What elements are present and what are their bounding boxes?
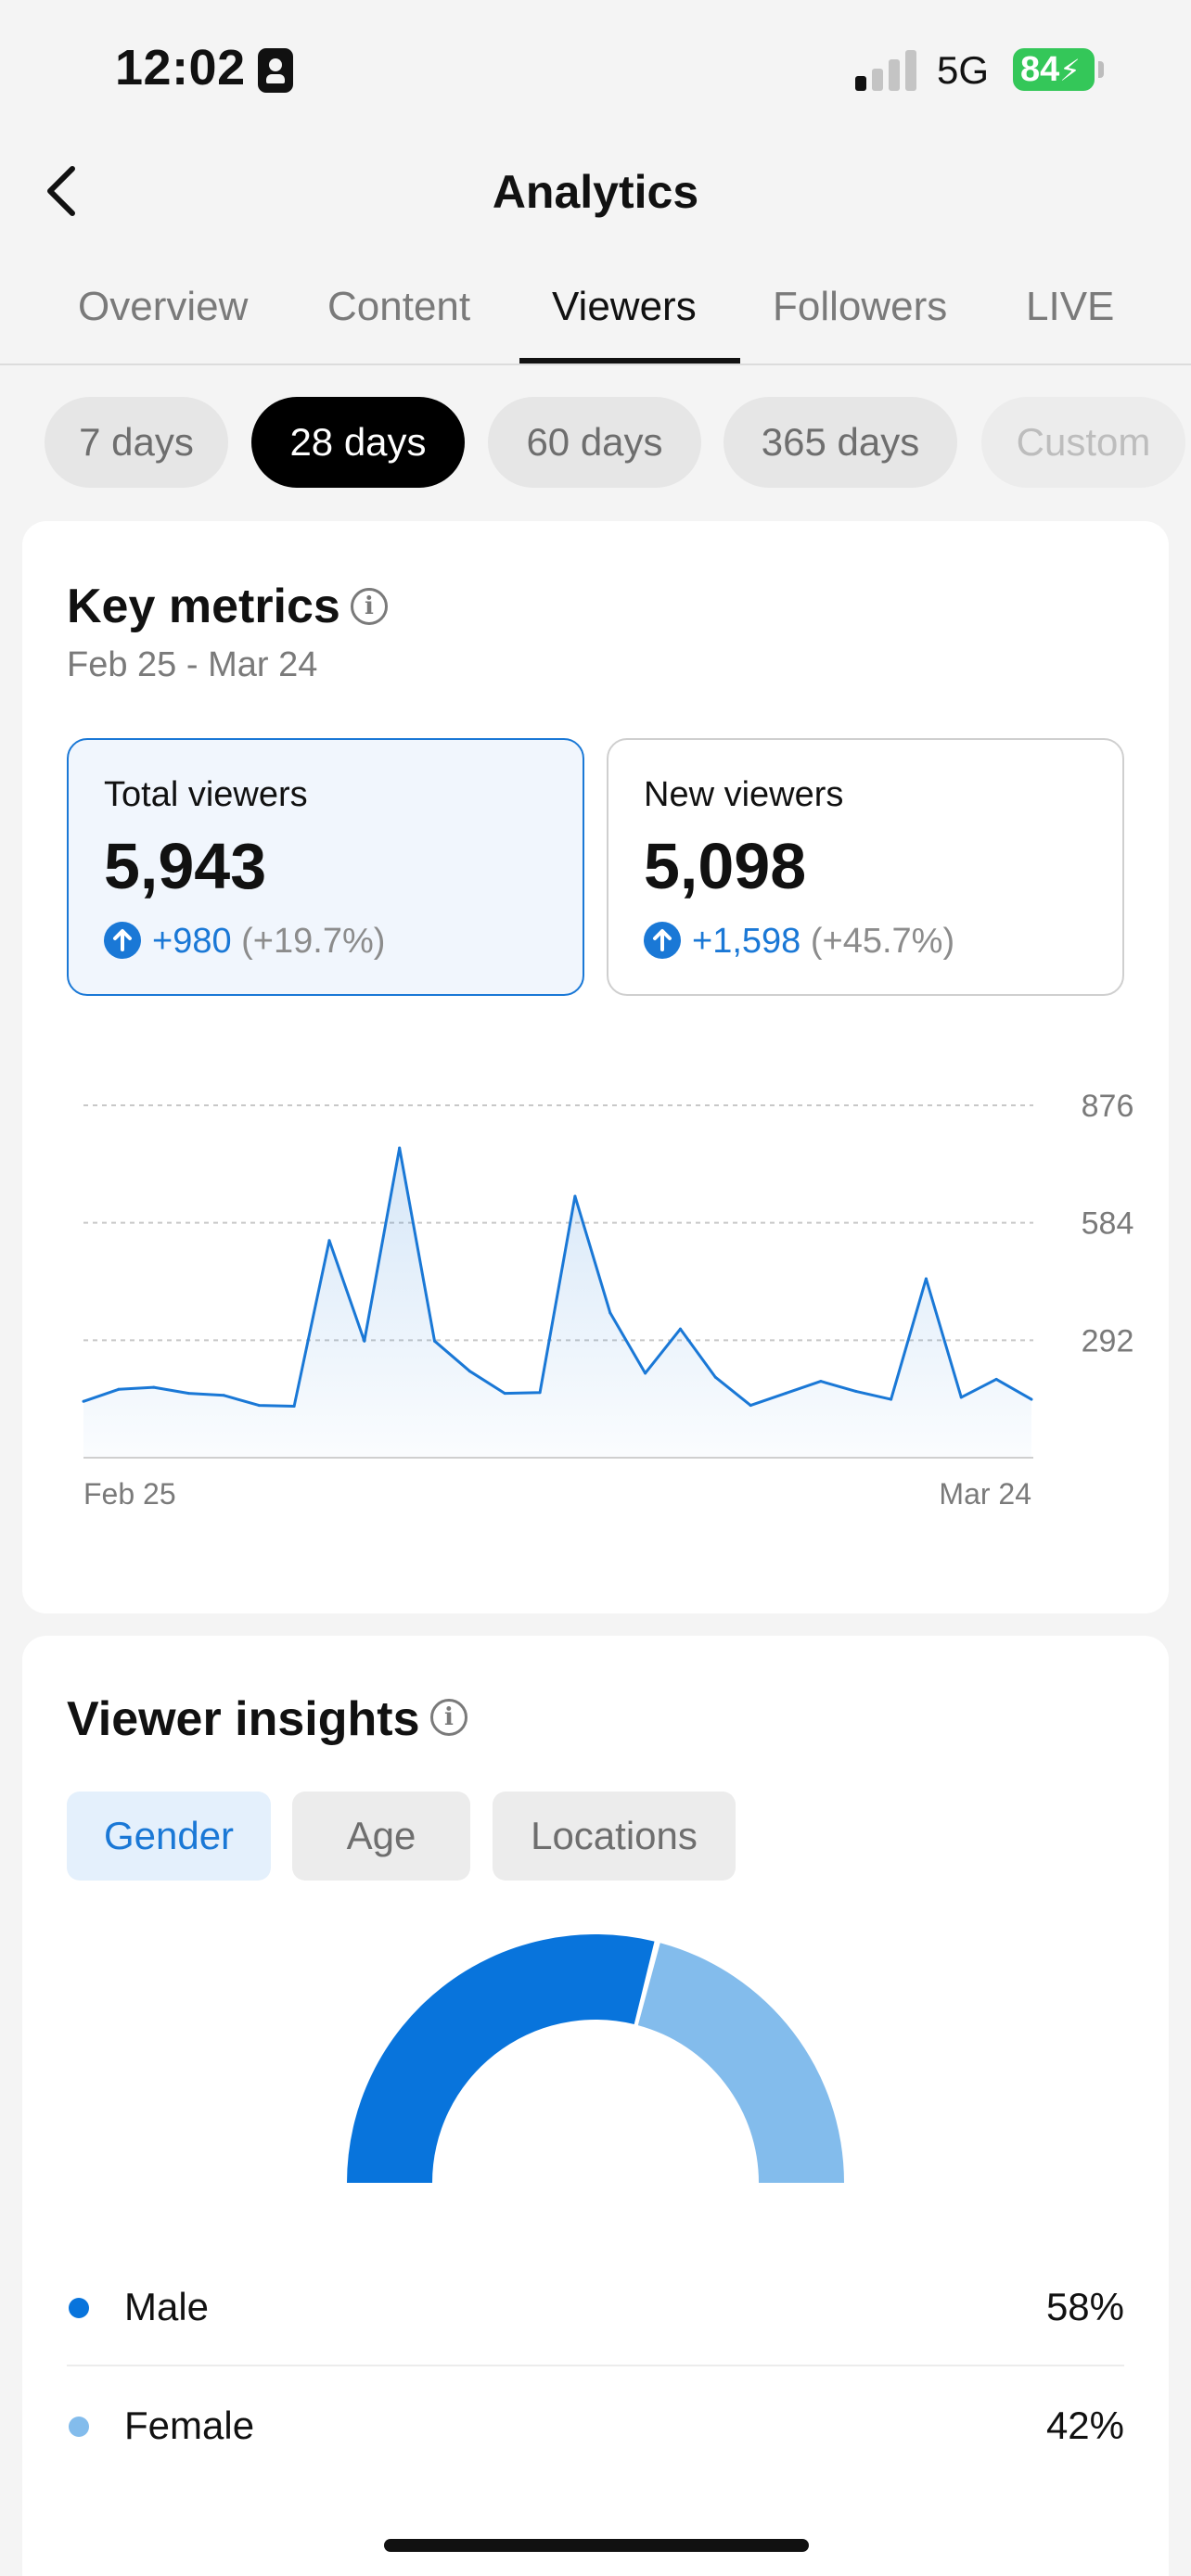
battery-level: 84 — [1020, 50, 1060, 89]
chart-data-point — [257, 1404, 261, 1408]
male-color-dot — [69, 2298, 89, 2318]
chart-data-point — [538, 1391, 542, 1395]
active-tab-indicator — [519, 358, 740, 363]
metric-value: 5,943 — [104, 830, 267, 902]
chart-data-point — [784, 1392, 788, 1396]
female-color-dot — [69, 2417, 89, 2437]
gender-half-donut — [22, 1914, 1169, 2211]
legend-value: 42% — [1045, 2404, 1124, 2447]
chart-data-point — [573, 1194, 577, 1198]
viewer-insights-card: Viewer insights i Gender Age Locations M… — [22, 1636, 1169, 2576]
chart-data-point — [152, 1385, 156, 1389]
pill-custom[interactable]: Custom — [981, 397, 1185, 488]
chart-data-point — [678, 1327, 682, 1331]
date-range-label: Feb 25 - Mar 24 — [67, 645, 318, 684]
chart-data-point — [292, 1404, 296, 1408]
arrow-up-icon — [644, 922, 681, 959]
chart-data-point — [433, 1339, 437, 1343]
battery-icon: 84⚡ — [1013, 48, 1095, 91]
y-tick-label: 292 — [1082, 1323, 1134, 1358]
chart-svg: 292 584 876 Feb 25 Mar 24 — [82, 1089, 1134, 1511]
info-icon[interactable]: i — [430, 1699, 467, 1736]
chart-data-point — [644, 1371, 647, 1375]
legend-row-male: Male 58% — [67, 2248, 1124, 2366]
gender-donut-svg — [347, 1934, 844, 2183]
chart-data-point — [1030, 1397, 1033, 1401]
status-bar: 12:02 5G 84⚡ — [0, 0, 1191, 139]
chevron-left-icon — [47, 166, 75, 216]
chart-data-point — [327, 1239, 331, 1243]
pill-365-days[interactable]: 365 days — [724, 397, 957, 488]
metric-value: 5,098 — [644, 830, 807, 902]
pill-7-days[interactable]: 7 days — [45, 397, 228, 488]
chart-data-point — [503, 1392, 506, 1396]
chart-data-point — [608, 1311, 612, 1315]
contact-card-icon — [258, 48, 293, 93]
arrow-up-icon — [104, 922, 141, 959]
chart-data-point — [749, 1404, 752, 1408]
chart-data-point — [924, 1277, 928, 1281]
x-tick-label: Feb 25 — [83, 1477, 176, 1511]
legend-name: Female — [124, 2404, 255, 2447]
chart-data-point — [82, 1399, 85, 1403]
back-button[interactable] — [37, 158, 93, 224]
chart-data-point — [819, 1380, 823, 1384]
metric-label: Total viewers — [104, 775, 308, 814]
viewer-insights-title: Viewer insights — [67, 1692, 420, 1746]
chart-data-point — [467, 1370, 471, 1373]
status-time: 12:02 — [115, 40, 246, 96]
y-tick-label: 876 — [1082, 1089, 1134, 1124]
chart-data-point — [222, 1394, 225, 1397]
viewers-line-chart: 292 584 876 Feb 25 Mar 24 — [22, 1022, 1169, 1560]
change-percent: (+19.7%) — [241, 922, 386, 961]
legend-name: Male — [124, 2285, 210, 2328]
metric-change: +1,598 (+45.7%) — [644, 922, 954, 962]
chart-data-point — [959, 1396, 963, 1399]
info-icon[interactable]: i — [351, 588, 388, 625]
chart-data-point — [398, 1146, 402, 1150]
x-tick-label: Mar 24 — [939, 1477, 1031, 1511]
chart-data-point — [890, 1397, 893, 1401]
tab-overview[interactable]: Overview — [78, 284, 249, 329]
chart-area-fill — [83, 1148, 1031, 1458]
battery-cap — [1098, 61, 1104, 78]
signal-icon — [855, 50, 918, 91]
chart-data-point — [117, 1387, 121, 1391]
home-indicator[interactable] — [384, 2539, 809, 2552]
tab-content[interactable]: Content — [327, 284, 471, 329]
tab-viewers[interactable]: Viewers — [552, 284, 697, 329]
tab-locations[interactable]: Locations — [493, 1792, 736, 1881]
chart-line — [83, 1146, 1032, 1408]
metric-change: +980 (+19.7%) — [104, 922, 385, 962]
analytics-tabs: Overview Content Viewers Followers LIVE — [0, 269, 1191, 365]
chart-data-point — [713, 1375, 717, 1379]
date-range-pills: 7 days 28 days 60 days 365 days Custom — [0, 397, 1191, 488]
tab-gender[interactable]: Gender — [67, 1792, 271, 1881]
donut-segment-female[interactable] — [637, 1943, 844, 2183]
change-absolute: +1,598 — [692, 922, 801, 961]
change-percent: (+45.7%) — [810, 922, 955, 961]
key-metrics-title: Key metrics — [67, 580, 340, 633]
tab-age[interactable]: Age — [292, 1792, 470, 1881]
y-tick-label: 584 — [1082, 1206, 1134, 1242]
chart-data-point — [187, 1392, 191, 1396]
metric-card-new-viewers[interactable]: New viewers 5,098 +1,598 (+45.7%) — [607, 738, 1124, 996]
metric-label: New viewers — [644, 775, 844, 814]
chart-data-point — [363, 1339, 366, 1343]
page-title: Analytics — [492, 166, 699, 218]
legend-value: 58% — [1045, 2285, 1124, 2328]
legend-row-female: Female 42% — [67, 2366, 1124, 2485]
key-metrics-card: Key metrics i Feb 25 - Mar 24 Total view… — [22, 521, 1169, 1613]
metric-card-total-viewers[interactable]: Total viewers 5,943 +980 (+19.7%) — [67, 738, 584, 996]
change-absolute: +980 — [152, 922, 232, 961]
network-label: 5G — [937, 48, 990, 92]
chart-data-point — [854, 1389, 858, 1393]
pill-60-days[interactable]: 60 days — [488, 397, 701, 488]
tab-live[interactable]: LIVE — [1026, 284, 1115, 329]
tab-followers[interactable]: Followers — [773, 284, 948, 329]
chart-data-point — [994, 1377, 998, 1381]
donut-segment-male[interactable] — [347, 1934, 655, 2183]
pill-28-days[interactable]: 28 days — [251, 397, 465, 488]
